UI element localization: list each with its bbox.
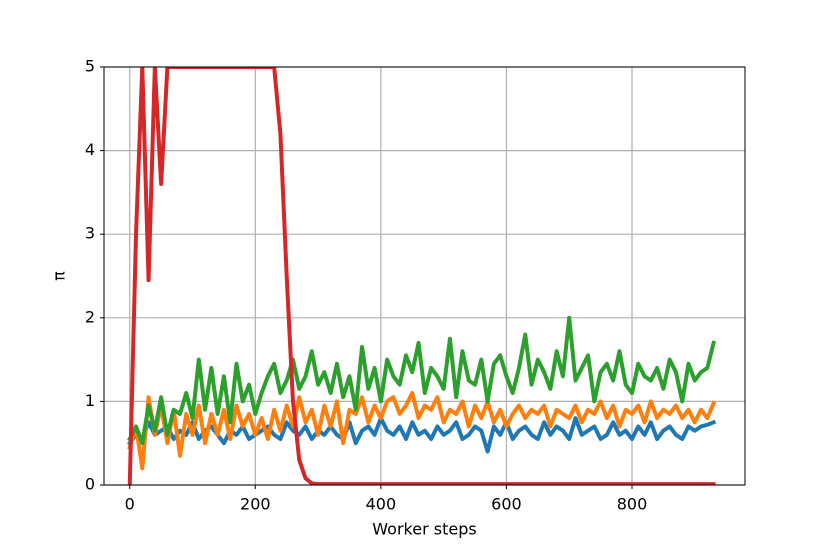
- plot-frame: [103, 66, 746, 486]
- x-tick-label: 400: [366, 495, 397, 514]
- y-tick-label: 3: [85, 224, 95, 243]
- series-line: [126, 416, 717, 454]
- plot-area: [126, 67, 717, 485]
- y-axis-label: π: [50, 271, 69, 281]
- x-tick-label: 0: [125, 495, 135, 514]
- y-tick-label: 5: [85, 57, 95, 76]
- x-tick-label: 800: [617, 495, 648, 514]
- y-tick-label: 0: [85, 475, 95, 494]
- x-tick-label: 600: [491, 495, 522, 514]
- x-axis-label: Worker steps: [372, 520, 476, 539]
- y-tick-label: 4: [85, 140, 95, 159]
- x-tick-label: 200: [240, 495, 271, 514]
- series-line: [127, 315, 717, 446]
- series-line: [127, 67, 716, 485]
- series-line: [127, 391, 717, 471]
- y-tick-label: 2: [85, 307, 95, 326]
- y-tick-label: 1: [85, 391, 95, 410]
